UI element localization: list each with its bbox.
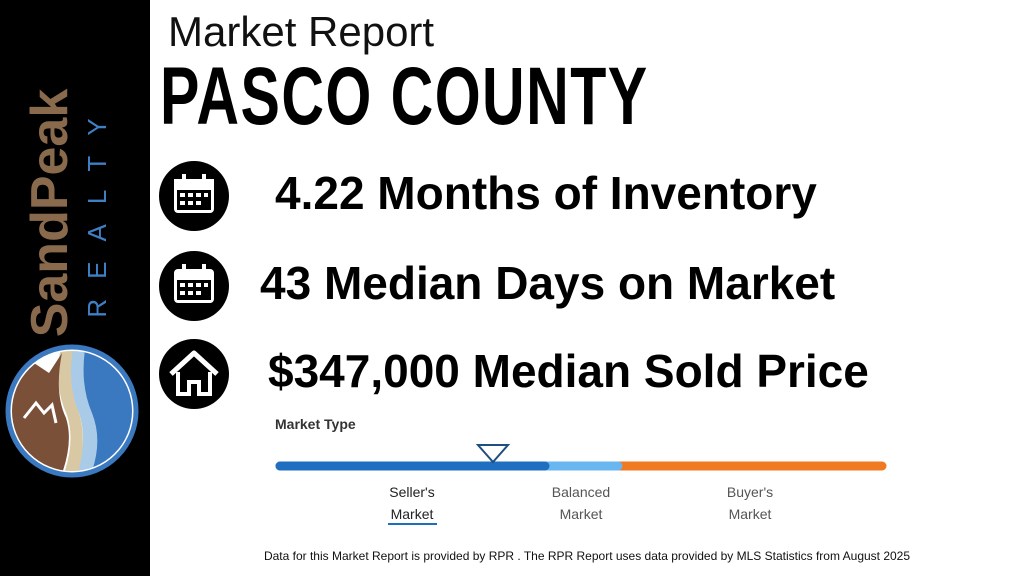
footer: Data for this Market Report is provided … [263,549,911,563]
brand-tagline: REALTY [82,98,112,318]
selected-underline [388,523,437,525]
stat: 43 Median Days on Market [260,257,836,309]
market-label: Buyer's [726,484,774,500]
stat: $347,000 Median Sold Price [268,345,869,397]
market-label: Balanced [551,484,611,500]
house-icon [159,339,229,409]
calendar-icon [159,251,229,321]
market-type-bar [275,444,887,471]
brand-name: SandPeak [21,88,79,338]
stat: 4.22 Months of Inventory [275,167,817,219]
market-label: Market [390,506,434,522]
market-label: Market [728,506,772,522]
market-type-title: Market Type [275,416,356,432]
county-title: Pasco County [160,51,649,142]
calendar-icon [159,161,229,231]
market-label: Seller's [389,484,435,500]
market-label: Market [559,506,603,522]
report-title: Market Report [168,8,435,55]
sidebar: SandPeak REALTY [0,0,150,576]
logo [5,344,139,478]
